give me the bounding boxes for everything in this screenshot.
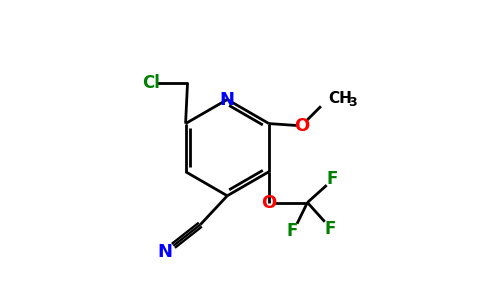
- Text: O: O: [261, 194, 276, 211]
- Text: Cl: Cl: [142, 74, 160, 92]
- Text: F: F: [287, 222, 298, 240]
- Text: CH: CH: [329, 91, 352, 106]
- Text: 3: 3: [348, 96, 357, 109]
- Text: F: F: [325, 220, 336, 238]
- Text: F: F: [327, 170, 338, 188]
- Text: N: N: [220, 91, 235, 109]
- Text: O: O: [294, 116, 309, 134]
- Text: N: N: [157, 243, 172, 261]
